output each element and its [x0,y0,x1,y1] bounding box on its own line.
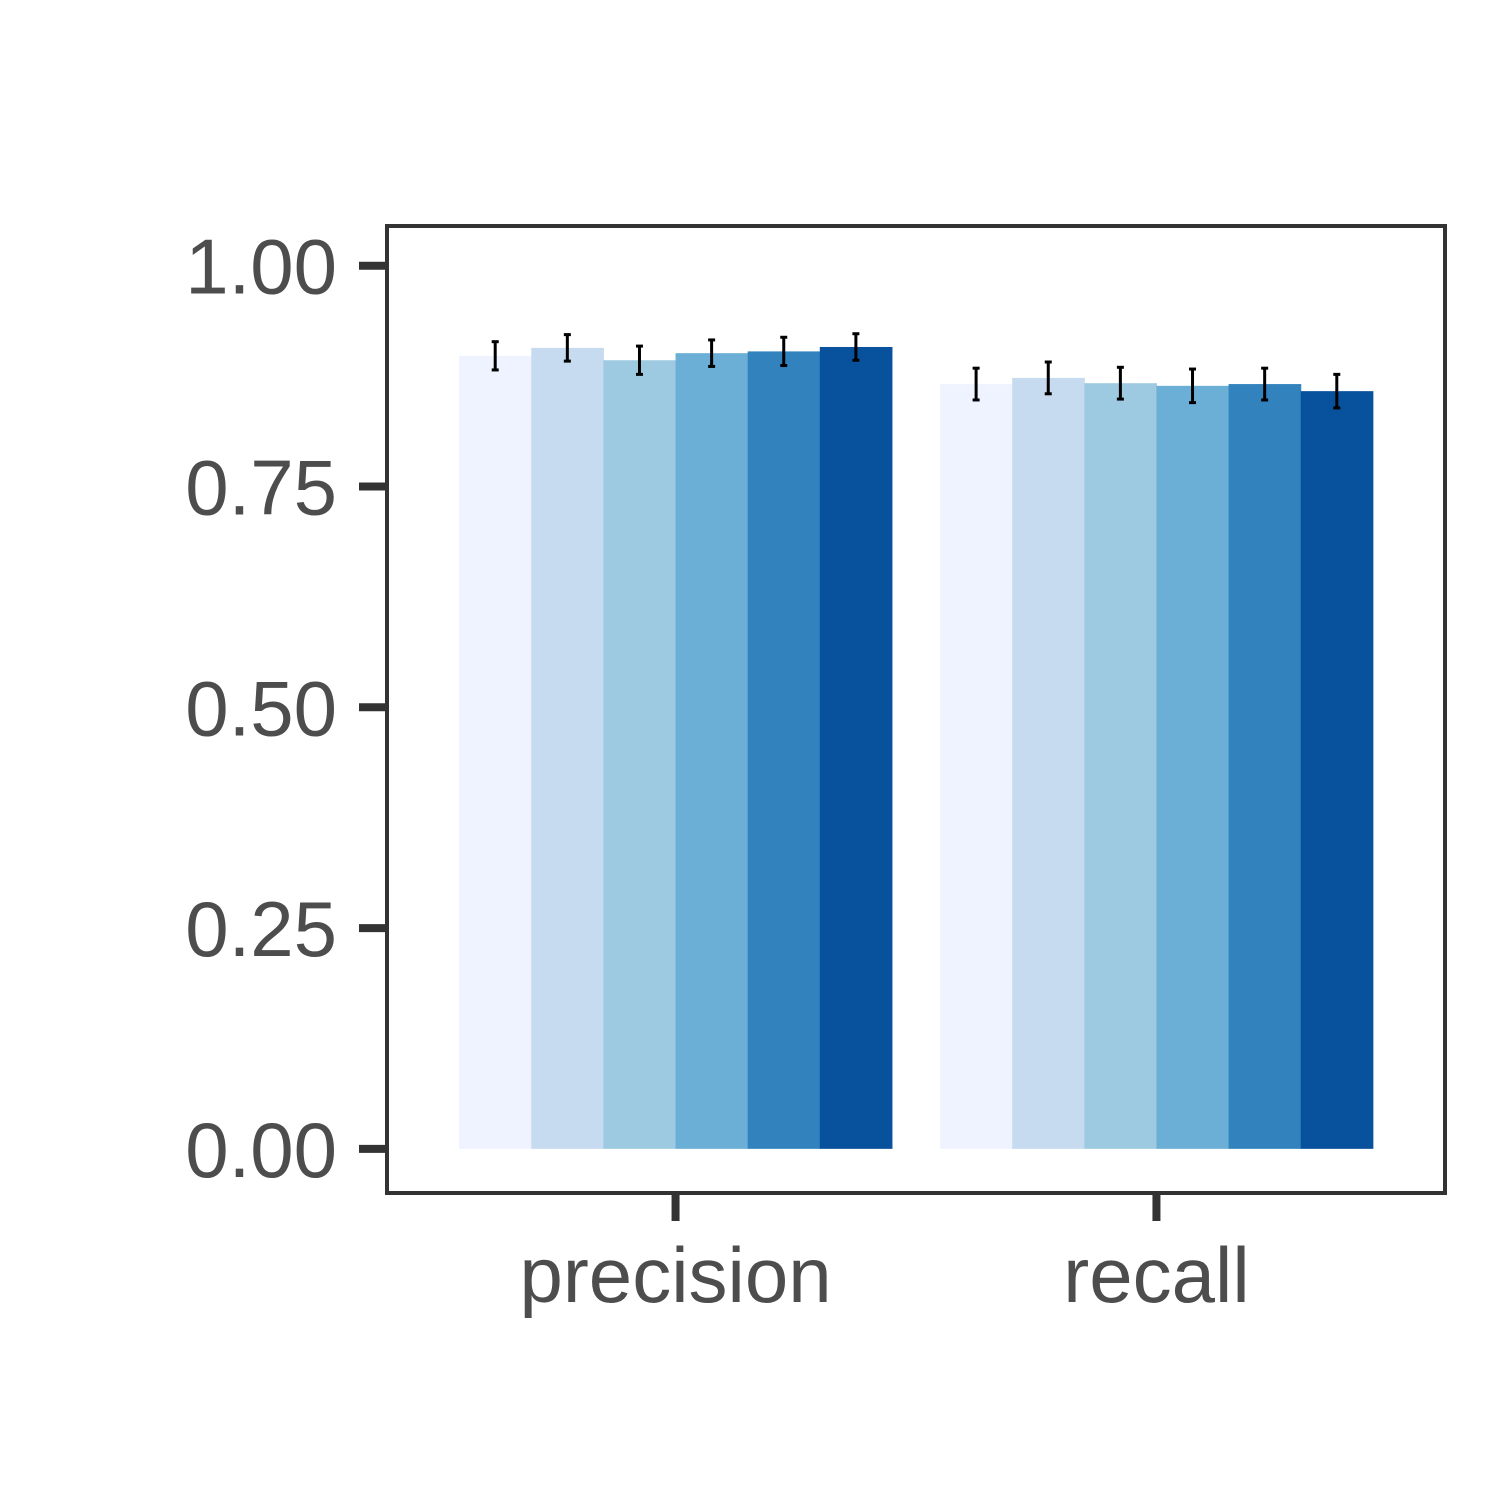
error-bar-precision-5 [780,335,788,368]
bar-recall-4 [1156,385,1230,1149]
bar-recall-5 [1228,384,1302,1149]
bar-recall-6 [1300,391,1374,1149]
bar-recall-1 [940,384,1013,1149]
error-bar-recall-5 [1261,366,1269,402]
y-tick-label: 1.00 [185,223,337,311]
bar-precision-5 [747,351,821,1149]
y-axis: 0.00 0.25 0.50 0.75 1.00 [185,223,387,1194]
bars-layer [459,346,1374,1149]
bar-precision-1 [459,355,532,1149]
error-bar-recall-3 [1116,365,1124,401]
error-bars-layer [491,332,1341,410]
error-bar-recall-4 [1189,367,1197,405]
bar-precision-4 [675,353,749,1149]
y-tick-label: 0.00 [185,1106,337,1194]
error-bar-precision-2 [563,333,571,363]
bar-precision-3 [603,360,677,1149]
x-tick-label-precision: precision [519,1231,831,1319]
error-bar-recall-1 [972,366,980,402]
bar-precision-6 [819,346,893,1149]
x-tick-label-recall: recall [1063,1231,1249,1319]
y-tick-label: 0.50 [185,664,337,752]
error-bar-precision-6 [852,332,860,362]
error-bar-recall-6 [1333,372,1341,410]
bar-recall-3 [1084,383,1157,1149]
y-tick-label: 0.75 [185,444,337,532]
error-bar-recall-2 [1044,360,1052,396]
error-bar-precision-3 [635,344,643,376]
bar-recall-2 [1012,377,1085,1149]
y-tick-label: 0.25 [185,885,337,973]
bar-precision-2 [531,347,604,1149]
error-bar-precision-1 [491,340,499,372]
x-axis: precision recall [519,1193,1250,1319]
error-bar-precision-4 [708,338,716,368]
